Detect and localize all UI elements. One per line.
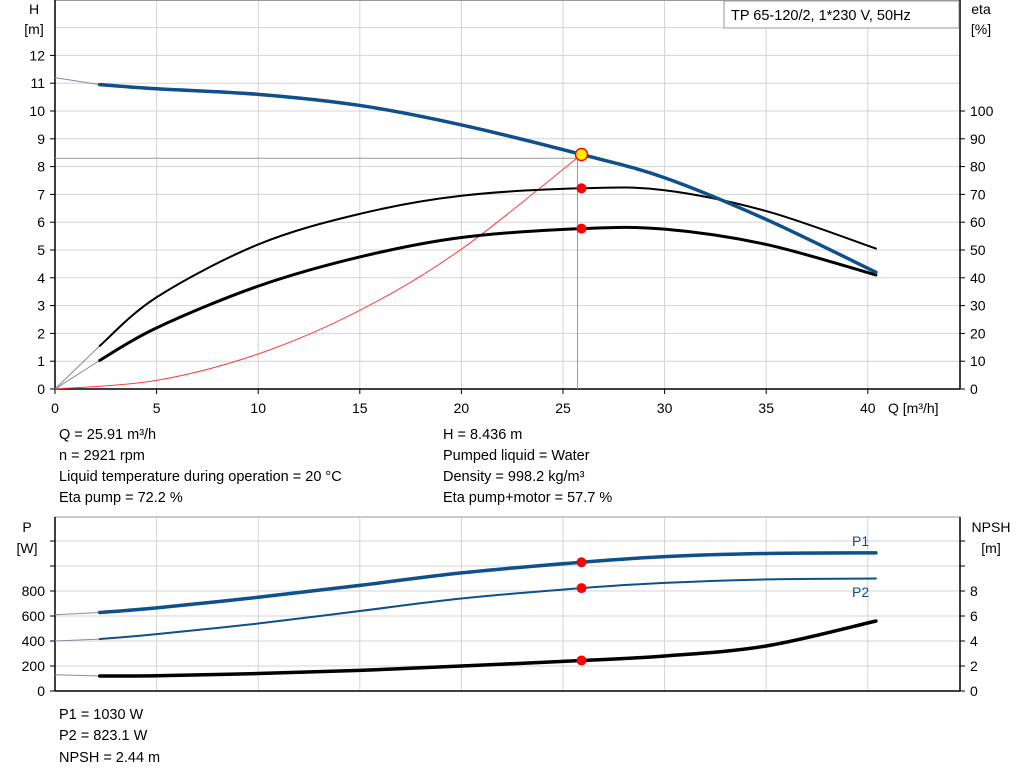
- info-temp: Liquid temperature during operation = 20…: [59, 469, 342, 485]
- duty-point-marker: [574, 147, 589, 162]
- p-tick-label: 600: [22, 608, 46, 624]
- p-tick-label: 0: [37, 683, 45, 699]
- h-axis-title: H: [29, 1, 39, 17]
- eta-tick-label: 50: [970, 242, 986, 258]
- p1-point: [576, 557, 587, 568]
- eta-tick-label: 20: [970, 325, 986, 341]
- npsh-tick-label: 4: [970, 633, 978, 649]
- eta-tick-label: 90: [970, 131, 986, 147]
- x-tick-label: 15: [352, 400, 368, 416]
- x-tick-label: 0: [51, 400, 59, 416]
- eta-tick-label: 100: [970, 103, 994, 119]
- p-axis-unit: [W]: [17, 540, 38, 556]
- eta-axis-unit: [%]: [971, 21, 991, 37]
- p2-point: [576, 583, 587, 594]
- eta-tick-label: 0: [970, 381, 978, 397]
- p-axis-title: P: [22, 519, 31, 535]
- q-axis-title: Q [m³/h]: [888, 400, 939, 416]
- x-tick-label: 20: [454, 400, 470, 416]
- h-curve-extension: [54, 77, 100, 86]
- h-tick-label: 11: [30, 75, 45, 91]
- info-q: Q = 25.91 m³/h: [59, 427, 156, 443]
- p-tick-label: 400: [22, 633, 46, 649]
- p1-curve: [97, 551, 878, 615]
- npsh-tick-label: 2: [970, 658, 978, 674]
- eta-pump-motor-extension: [54, 359, 100, 390]
- p2-series-label: P2: [852, 584, 869, 600]
- h-axis-unit: [m]: [24, 21, 43, 37]
- p2-curve: [98, 577, 877, 641]
- p2-curve-extension: [54, 638, 100, 642]
- h-tick-label: 5: [37, 242, 45, 258]
- eta-tick-label: 10: [970, 353, 986, 369]
- info-p2: P2 = 823.1 W: [59, 728, 148, 744]
- eta-tick-label: 30: [970, 298, 986, 314]
- npsh-tick-label: 8: [970, 583, 978, 599]
- pump-title-box: [723, 0, 960, 29]
- h-tick-label: 8: [37, 159, 45, 175]
- h-tick-label: 0: [37, 381, 45, 397]
- eta-pump-point: [576, 183, 587, 194]
- eta-pump-curve: [98, 186, 877, 347]
- info-p1: P1 = 1030 W: [59, 707, 144, 723]
- h-tick-label: 12: [29, 47, 45, 63]
- p1-series-label: P1: [852, 533, 869, 549]
- h-tick-label: 1: [37, 353, 45, 369]
- info-h: H = 8.436 m: [443, 427, 522, 443]
- x-tick-label: 35: [758, 400, 774, 416]
- npsh-tick-label: 6: [970, 608, 978, 624]
- eta-tick-label: 70: [970, 186, 986, 202]
- h-tick-label: 7: [37, 186, 45, 202]
- h-curve: [97, 82, 878, 274]
- npsh-tick-label: 0: [970, 683, 978, 699]
- info-eta-pump-motor: Eta pump+motor = 57.7 %: [443, 490, 612, 506]
- top-series: [54, 77, 878, 390]
- npsh-point: [576, 655, 587, 666]
- top-grid: [54, 0, 961, 390]
- npsh-axis-unit: [m]: [981, 540, 1000, 556]
- h-tick-label: 9: [37, 131, 45, 147]
- h-tick-label: 2: [37, 325, 45, 341]
- h-tick-label: 4: [37, 270, 45, 286]
- p-tick-label: 800: [22, 583, 46, 599]
- eta-axis-title: eta: [971, 1, 991, 17]
- p1-curve-extension: [54, 612, 100, 616]
- tick-labels: 0 5 10 15 20 25 30 35 40012345678910111201020304…: [22, 47, 994, 699]
- eta-pump-extension: [54, 345, 101, 390]
- p-tick-label: 200: [22, 658, 46, 674]
- info-density: Density = 998.2 kg/m³: [443, 469, 585, 485]
- npsh-axis-title: NPSH: [972, 519, 1011, 535]
- h-tick-label: 10: [29, 103, 45, 119]
- x-tick-label: 40: [860, 400, 876, 416]
- eta-tick-label: 40: [970, 270, 986, 286]
- x-tick-label: 30: [657, 400, 673, 416]
- pump-title: TP 65-120/2, 1*230 V, 50Hz: [731, 8, 911, 24]
- info-npsh: NPSH = 2.44 m: [59, 750, 160, 766]
- npsh-curve: [97, 619, 878, 678]
- npsh-curve-extension: [54, 674, 100, 677]
- eta-pump-motor-curve: [98, 225, 878, 362]
- bottom-series: [54, 551, 878, 678]
- info-n: n = 2921 rpm: [59, 448, 145, 464]
- bottom-grid: [54, 516, 961, 692]
- eta-pump-motor-point: [576, 223, 587, 234]
- info-liquid: Pumped liquid = Water: [443, 448, 590, 464]
- h-tick-label: 3: [37, 298, 45, 314]
- eta-tick-label: 80: [970, 159, 986, 175]
- info-eta-pump: Eta pump = 72.2 %: [59, 490, 183, 506]
- x-tick-label: 10: [250, 400, 266, 416]
- h-tick-label: 6: [37, 214, 45, 230]
- x-tick-label: 5: [153, 400, 161, 416]
- eta-tick-label: 60: [970, 214, 986, 230]
- system-curve: [54, 153, 582, 390]
- x-tick-label: 25: [555, 400, 571, 416]
